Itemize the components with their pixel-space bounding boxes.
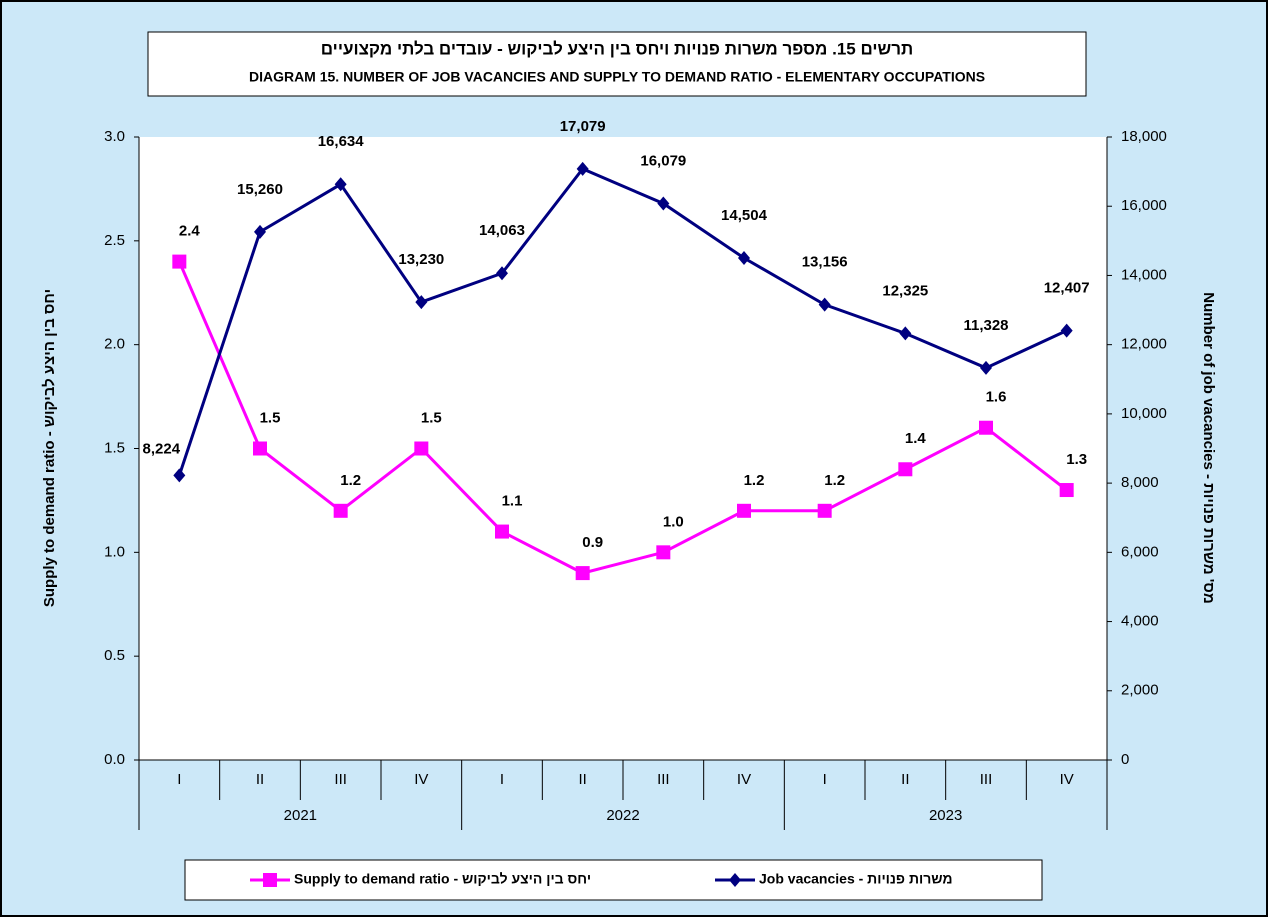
y-tick-label: 2.5 bbox=[104, 232, 125, 249]
y-tick-label: 1.0 bbox=[104, 543, 125, 560]
y2-tick-label: 12,000 bbox=[1121, 336, 1167, 353]
marker bbox=[253, 441, 267, 456]
marker bbox=[656, 545, 671, 560]
x-tick-label: II bbox=[901, 771, 909, 788]
data-label: 1.5 bbox=[421, 409, 442, 426]
data-label: 16,079 bbox=[640, 152, 686, 169]
legend bbox=[184, 859, 1043, 901]
data-label: 13,156 bbox=[802, 254, 848, 271]
x-group-label: 2023 bbox=[929, 807, 962, 824]
legend-marker bbox=[263, 873, 277, 887]
series-line bbox=[177, 167, 1068, 476]
data-label: 1.0 bbox=[663, 513, 684, 530]
marker bbox=[495, 524, 509, 539]
data-label: 12,407 bbox=[1044, 280, 1090, 297]
legend-label: Supply to demand ratio - יחס בין היצע לב… bbox=[294, 871, 591, 887]
x-tick-label: II bbox=[256, 771, 264, 788]
marker bbox=[898, 462, 913, 477]
x-tick-label: IV bbox=[737, 771, 751, 788]
marker bbox=[333, 503, 348, 518]
x-tick-label: IV bbox=[414, 771, 428, 788]
marker bbox=[979, 420, 993, 435]
marker bbox=[254, 224, 266, 239]
marker bbox=[737, 503, 751, 518]
x-tick-label: III bbox=[980, 771, 993, 788]
data-label: 15,260 bbox=[237, 181, 283, 198]
marker bbox=[496, 266, 508, 281]
title-box bbox=[147, 31, 1087, 97]
y-tick-label: 2.0 bbox=[104, 336, 125, 353]
y-tick-label: 0.5 bbox=[104, 647, 125, 664]
x-tick-label: I bbox=[500, 771, 504, 788]
chart-subtitle: DIAGRAM 15. NUMBER OF JOB VACANCIES AND … bbox=[249, 69, 985, 85]
y2-tick-label: 4,000 bbox=[1121, 613, 1159, 630]
marker bbox=[576, 161, 589, 176]
data-label: 17,079 bbox=[560, 118, 606, 135]
marker bbox=[817, 503, 832, 518]
data-label: 1.3 bbox=[1066, 451, 1087, 468]
data-label: 14,504 bbox=[721, 207, 768, 224]
legend-marker bbox=[729, 873, 741, 887]
y2-tick-label: 2,000 bbox=[1121, 682, 1159, 699]
y-tick-label: 3.0 bbox=[104, 128, 125, 145]
marker bbox=[1059, 483, 1074, 498]
x-tick-label: III bbox=[334, 771, 347, 788]
marker bbox=[414, 441, 429, 456]
y2-tick-label: 0 bbox=[1121, 751, 1129, 768]
marker bbox=[1060, 323, 1073, 338]
marker bbox=[818, 297, 831, 312]
y2-tick-label: 18,000 bbox=[1121, 128, 1167, 145]
y2-tick-label: 10,000 bbox=[1121, 405, 1167, 422]
marker bbox=[334, 177, 347, 192]
y-tick-label: 1.5 bbox=[104, 439, 125, 456]
data-label: 14,063 bbox=[479, 222, 525, 239]
y2-tick-label: 8,000 bbox=[1121, 474, 1159, 491]
x-group-label: 2021 bbox=[284, 807, 317, 824]
y-axis-label: Supply to demand ratio - יחס בין היצע לב… bbox=[41, 289, 58, 607]
marker bbox=[980, 360, 992, 375]
marker bbox=[657, 196, 670, 211]
data-label: 8,224 bbox=[143, 440, 181, 457]
y2-tick-label: 6,000 bbox=[1121, 543, 1159, 560]
data-label: 0.9 bbox=[582, 534, 603, 551]
marker bbox=[738, 251, 750, 266]
y-tick-label: 0.0 bbox=[104, 751, 125, 768]
x-tick-label: I bbox=[177, 771, 181, 788]
x-tick-label: II bbox=[578, 771, 586, 788]
data-label: 2.4 bbox=[179, 223, 201, 240]
data-label: 1.5 bbox=[260, 409, 281, 426]
marker bbox=[899, 326, 912, 341]
data-label: 1.4 bbox=[905, 430, 927, 447]
data-label: 1.2 bbox=[744, 472, 765, 489]
series-line bbox=[177, 261, 1068, 575]
legend-label: Job vacancies - משרות פנויות bbox=[759, 871, 953, 887]
data-label: 13,230 bbox=[398, 251, 444, 268]
data-label: 1.1 bbox=[502, 493, 523, 510]
x-tick-label: I bbox=[823, 771, 827, 788]
y2-axis-label: Number of job vacancies - מס' משרות פנוי… bbox=[1200, 292, 1217, 604]
marker bbox=[172, 254, 187, 269]
data-label: 1.6 bbox=[986, 389, 1007, 406]
marker bbox=[575, 566, 590, 581]
y2-tick-label: 16,000 bbox=[1121, 197, 1167, 214]
x-tick-label: IV bbox=[1060, 771, 1074, 788]
marker bbox=[415, 295, 428, 310]
marker bbox=[173, 468, 186, 483]
x-tick-label: III bbox=[657, 771, 670, 788]
data-label: 12,325 bbox=[882, 282, 928, 299]
chart-title: תרשים 15. מספר משרות פנויות ויחס בין היצ… bbox=[321, 39, 913, 58]
data-label: 11,328 bbox=[963, 317, 1008, 334]
data-label: 16,634 bbox=[318, 133, 365, 150]
data-label: 1.2 bbox=[824, 472, 845, 489]
data-label: 1.2 bbox=[340, 472, 361, 489]
x-group-label: 2022 bbox=[606, 807, 639, 824]
plot-area bbox=[139, 137, 1107, 760]
y2-tick-label: 14,000 bbox=[1121, 266, 1167, 283]
